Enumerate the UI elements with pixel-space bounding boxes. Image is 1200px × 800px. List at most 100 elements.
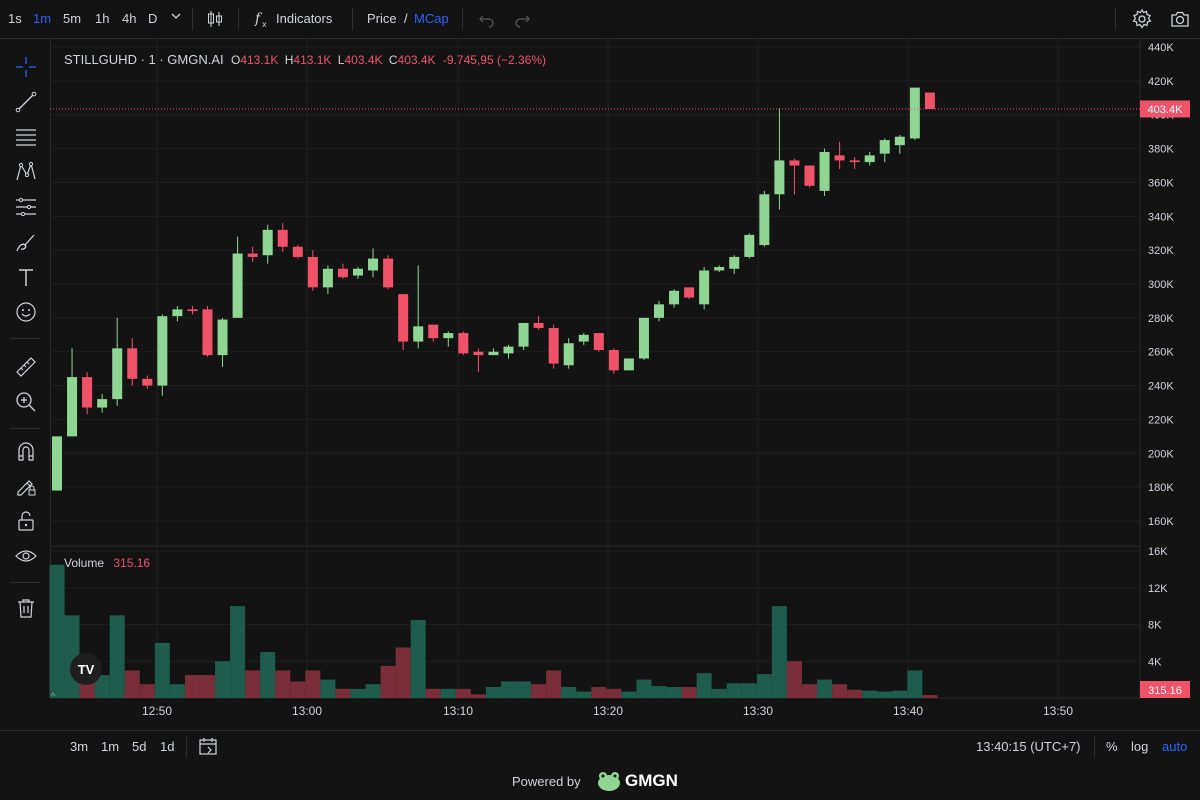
candle-body (834, 155, 845, 161)
volume-bar (681, 686, 697, 698)
log-toggle[interactable]: log (1131, 739, 1149, 754)
time-tick-label: 13:10 (443, 704, 473, 718)
range-5d[interactable]: 5d (132, 739, 147, 754)
undo-icon[interactable] (478, 10, 496, 31)
magnet-icon[interactable] (13, 438, 39, 464)
trash-icon[interactable] (13, 595, 39, 621)
volume-bar (380, 665, 396, 698)
volume-axis[interactable]: 16K 12K 8K 4K (1148, 546, 1168, 668)
candle-body (217, 319, 228, 356)
volume-bar (184, 675, 200, 698)
price-axis[interactable]: 440K420K400K380K360K340K320K300K280K260K… (1148, 42, 1174, 528)
redo-icon[interactable] (513, 10, 531, 31)
auto-toggle[interactable]: auto (1162, 739, 1188, 754)
volume-bar (817, 679, 833, 698)
gear-icon[interactable] (1131, 8, 1153, 33)
volume-bar (245, 670, 261, 698)
scroll-left-icon[interactable] (50, 692, 56, 697)
volume-bar (290, 681, 306, 698)
candle-body (368, 258, 379, 271)
time-tick-label: 13:50 (1043, 704, 1073, 718)
chevron-down-icon[interactable] (170, 10, 182, 25)
range-3m[interactable]: 3m (70, 739, 89, 754)
eye-icon[interactable] (13, 543, 39, 569)
candle-body (82, 377, 93, 408)
calendar-icon[interactable] (198, 736, 218, 759)
pattern-icon[interactable] (13, 159, 39, 185)
candle-body (413, 326, 424, 342)
candle-body (247, 253, 258, 257)
candle-type-icon[interactable] (205, 9, 225, 32)
volume-bar (832, 684, 848, 698)
timeframe-1m[interactable]: 1m (33, 11, 52, 26)
volume-bar (275, 670, 291, 698)
volume-bar (771, 606, 787, 698)
indicators-button[interactable]: Indicators (276, 11, 333, 26)
unlock-icon[interactable] (13, 508, 39, 534)
zoom-in-icon[interactable] (13, 389, 39, 415)
price-tick-label: 300K (1148, 279, 1174, 291)
emoji-icon[interactable] (13, 299, 39, 325)
volume-bar (847, 689, 863, 698)
mcap-toggle[interactable]: MCap (414, 11, 449, 26)
volume-bars (49, 564, 938, 698)
clock-timezone[interactable]: 13:40:15 (UTC+7) (976, 739, 1081, 754)
timeframe-5m[interactable]: 5m (63, 11, 82, 26)
brush-icon[interactable] (13, 229, 39, 255)
volume-bar (576, 691, 592, 698)
candle-body (383, 258, 394, 288)
tradingview-logo[interactable]: TV (70, 653, 102, 685)
time-tick-label: 13:40 (893, 704, 923, 718)
candle-body (729, 256, 740, 269)
timeframe-4h[interactable]: 4h (122, 11, 137, 26)
gmgn-frog-icon (596, 770, 622, 795)
volume-bar (786, 661, 802, 698)
lock-drawing-icon[interactable] (13, 473, 39, 499)
candle-body (518, 322, 529, 347)
timeframe-d[interactable]: D (148, 11, 158, 26)
price-tick-label: 240K (1148, 381, 1174, 393)
fib-retracement-icon[interactable] (13, 194, 39, 220)
price-tick-label: 360K (1148, 177, 1174, 189)
price-tick-label: 200K (1148, 448, 1174, 460)
candle-body (909, 87, 920, 139)
percent-toggle[interactable]: % (1106, 739, 1118, 754)
volume-bar (200, 675, 215, 698)
camera-icon[interactable] (1169, 8, 1191, 33)
candle-body (398, 294, 409, 342)
timeframe-1h[interactable]: 1h (95, 11, 110, 26)
price-chart[interactable]: 440K420K400K380K360K340K320K300K280K260K… (0, 38, 1200, 730)
timeframe-1s[interactable]: 1s (8, 11, 22, 26)
volume-tick-label: 12K (1148, 583, 1168, 595)
candle-body (699, 270, 710, 305)
volume-bar (726, 683, 742, 698)
ruler-icon[interactable] (13, 354, 39, 380)
horizontal-lines-icon[interactable] (13, 124, 39, 150)
chart-grid (50, 38, 1140, 698)
trend-line-icon[interactable] (13, 89, 39, 115)
text-icon[interactable] (13, 264, 39, 290)
price-toggle[interactable]: Price (367, 11, 397, 26)
powered-by-label: Powered by (512, 774, 581, 789)
time-tick-label: 13:30 (743, 704, 773, 718)
volume-bar (877, 691, 893, 698)
svg-text:f: f (254, 11, 263, 27)
price-tick-label: 420K (1148, 76, 1174, 88)
crosshair-icon[interactable] (13, 54, 39, 80)
price-tick-label: 220K (1148, 414, 1174, 426)
price-tick-label: 440K (1148, 42, 1174, 54)
volume-bar (531, 684, 547, 698)
volume-bar (230, 606, 246, 698)
volume-bar (501, 681, 516, 698)
range-1d[interactable]: 1d (160, 739, 175, 754)
candle-body (262, 229, 273, 256)
time-axis[interactable]: 12:50 13:00 13:10 13:20 13:30 13:40 13:50 (142, 704, 1073, 718)
svg-text:x: x (262, 20, 267, 29)
candle-body (548, 328, 559, 364)
candle-body (202, 309, 213, 356)
range-1m[interactable]: 1m (101, 739, 120, 754)
volume-bar (109, 615, 125, 698)
price-tick-label: 340K (1148, 211, 1174, 223)
candle-body (714, 267, 725, 271)
